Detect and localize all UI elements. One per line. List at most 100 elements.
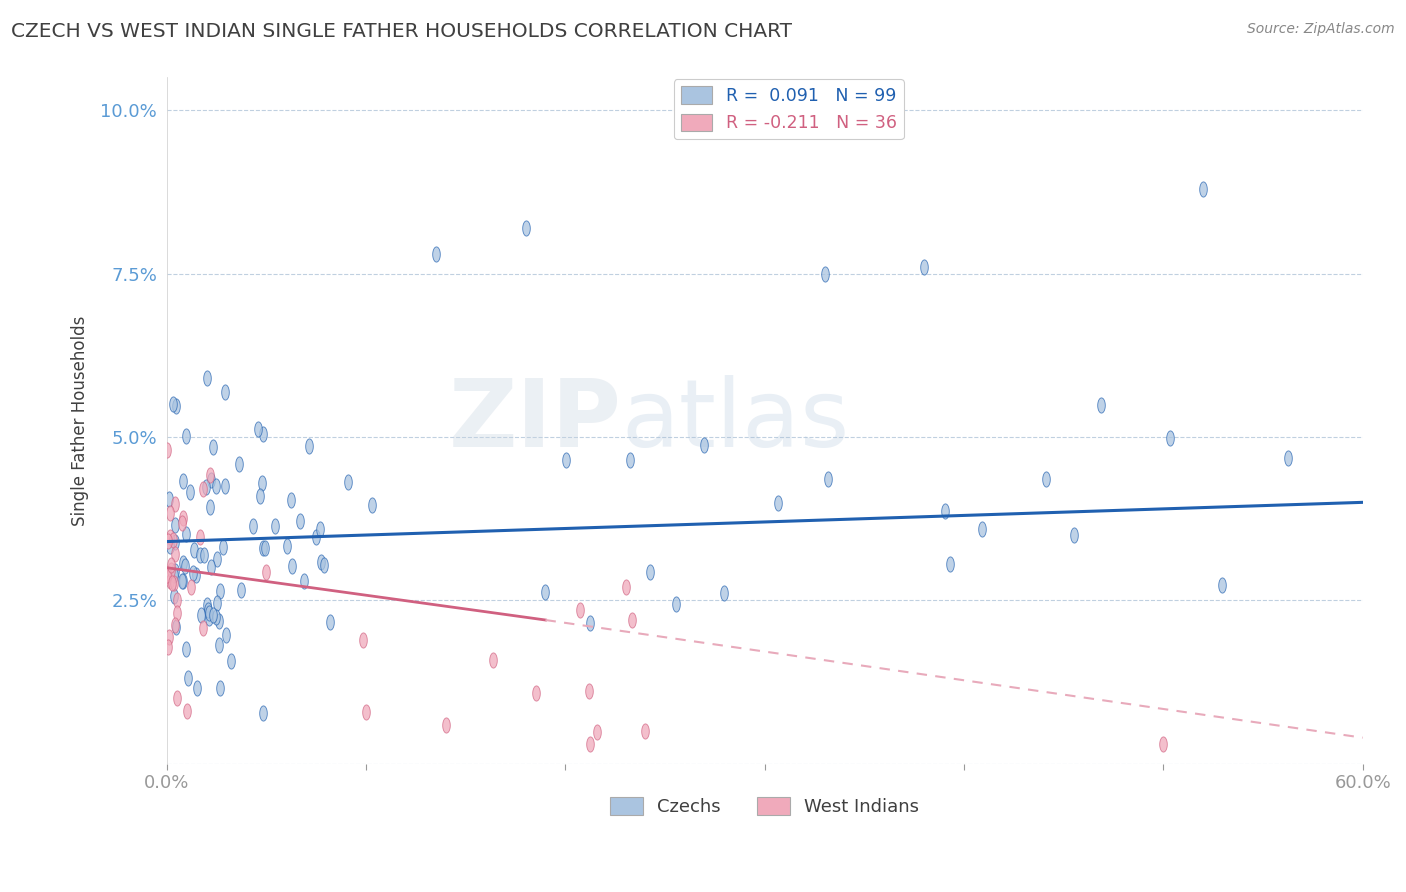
Point — [912, 260, 935, 274]
Point — [1211, 578, 1233, 592]
Point — [186, 681, 208, 696]
Point — [156, 443, 179, 458]
Point — [214, 479, 236, 493]
Point — [309, 555, 332, 569]
Point — [337, 475, 360, 490]
Point — [156, 640, 179, 654]
Point — [619, 453, 641, 467]
Point — [163, 567, 186, 582]
Point — [281, 559, 304, 574]
Point — [221, 655, 243, 669]
Point — [197, 603, 219, 617]
Point — [172, 574, 194, 589]
Point — [208, 614, 231, 628]
Point — [298, 439, 321, 453]
Point — [195, 480, 218, 494]
Point — [200, 468, 222, 483]
Point — [166, 690, 188, 705]
Point — [292, 574, 315, 588]
Point — [208, 681, 231, 695]
Point — [163, 617, 186, 632]
Point — [162, 576, 184, 591]
Point — [176, 641, 198, 656]
Point — [254, 565, 277, 579]
Point — [200, 474, 222, 488]
Point — [198, 500, 221, 514]
Text: ZIP: ZIP — [449, 375, 621, 467]
Point — [578, 737, 600, 751]
Point — [766, 496, 789, 510]
Point — [165, 399, 187, 413]
Point — [179, 485, 201, 500]
Point — [177, 671, 200, 685]
Point — [183, 543, 205, 558]
Point — [172, 474, 194, 488]
Point — [176, 704, 198, 718]
Point — [515, 220, 537, 235]
Point — [434, 717, 457, 731]
Point — [249, 489, 271, 503]
Point — [193, 548, 215, 562]
Point — [254, 541, 277, 555]
Point — [314, 558, 336, 573]
Point — [198, 606, 221, 620]
Point — [174, 428, 197, 442]
Point — [190, 607, 212, 622]
Point — [280, 493, 302, 508]
Text: CZECH VS WEST INDIAN SINGLE FATHER HOUSEHOLDS CORRELATION CHART: CZECH VS WEST INDIAN SINGLE FATHER HOUSE… — [11, 22, 792, 41]
Point — [205, 479, 228, 493]
Point — [165, 517, 187, 532]
Point — [205, 551, 228, 566]
Point — [172, 511, 194, 525]
Point — [211, 540, 233, 554]
Point — [170, 574, 193, 588]
Point — [1090, 397, 1112, 411]
Point — [231, 583, 253, 598]
Point — [1152, 737, 1174, 751]
Point — [713, 586, 735, 600]
Point — [157, 534, 180, 549]
Text: atlas: atlas — [621, 375, 849, 467]
Point — [166, 607, 188, 621]
Point — [578, 684, 600, 698]
Point — [972, 522, 994, 536]
Point — [195, 598, 218, 612]
Point — [205, 596, 228, 610]
Point — [195, 371, 218, 385]
Point — [200, 559, 222, 574]
Point — [533, 585, 555, 599]
Point — [252, 706, 274, 721]
Point — [934, 504, 956, 518]
Point — [165, 620, 187, 634]
Point — [163, 590, 186, 604]
Point — [319, 615, 342, 629]
Point — [193, 621, 215, 635]
Point — [352, 633, 374, 648]
Point — [620, 613, 643, 627]
Point — [183, 566, 205, 580]
Point — [159, 539, 181, 553]
Point — [159, 574, 181, 588]
Point — [665, 597, 688, 611]
Point — [174, 526, 197, 541]
Point — [1159, 431, 1181, 445]
Point — [159, 558, 181, 573]
Point — [162, 397, 184, 411]
Point — [188, 530, 211, 544]
Point — [215, 627, 238, 641]
Point — [197, 611, 219, 625]
Point — [228, 458, 250, 472]
Point — [157, 491, 180, 506]
Point — [252, 541, 274, 556]
Point — [209, 583, 232, 598]
Point — [252, 426, 274, 441]
Point — [214, 385, 236, 400]
Point — [165, 547, 187, 561]
Point — [482, 653, 505, 667]
Point — [817, 473, 839, 487]
Point — [191, 483, 214, 497]
Point — [157, 630, 180, 644]
Point — [250, 476, 273, 491]
Point — [163, 564, 186, 578]
Point — [172, 556, 194, 570]
